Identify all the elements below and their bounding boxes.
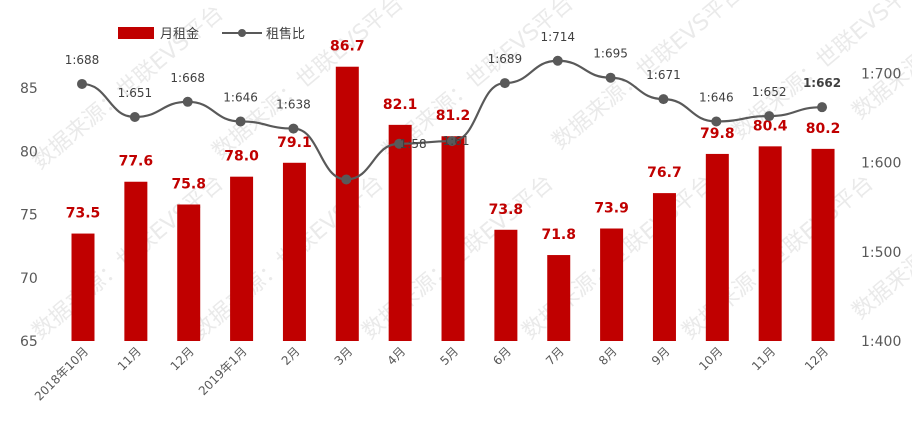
bar-value-label: 79.8 bbox=[700, 126, 735, 142]
category-label: 7月 bbox=[543, 344, 567, 368]
bar bbox=[335, 66, 359, 341]
bar bbox=[124, 181, 148, 341]
bar bbox=[652, 193, 676, 341]
line-value-label: 1:61 bbox=[443, 134, 470, 148]
legend-bar-label: 月租金 bbox=[160, 26, 199, 42]
line-value-label: 1:688 bbox=[65, 53, 100, 67]
category-label: 9月 bbox=[649, 344, 673, 368]
line-value-labels: 1:688 1:651 1:668 1:646 1:638 1:58 1:61 1:689 1:… bbox=[65, 30, 841, 151]
line-value-label: 1:651 bbox=[118, 86, 153, 100]
bar bbox=[811, 148, 835, 341]
line-value-label: 1:58 bbox=[400, 137, 427, 151]
bar bbox=[758, 146, 782, 341]
line-point bbox=[499, 78, 510, 89]
category-label: 8月 bbox=[596, 344, 620, 368]
line-value-label: 1:689 bbox=[488, 52, 523, 66]
bar-value-label: 76.7 bbox=[647, 165, 682, 181]
bar bbox=[600, 228, 624, 341]
bar-value-label: 80.4 bbox=[753, 118, 788, 134]
bar-value-label: 75.8 bbox=[171, 176, 206, 192]
bar bbox=[282, 162, 306, 341]
line-point bbox=[288, 123, 299, 134]
line-point bbox=[394, 138, 405, 149]
right-axis-tick: 1:700 bbox=[861, 66, 901, 82]
bar bbox=[71, 233, 95, 341]
legend-line-label: 租售比 bbox=[266, 26, 305, 42]
line-series bbox=[77, 55, 828, 185]
line-value-label: 1:668 bbox=[170, 71, 205, 85]
category-label: 10月 bbox=[696, 344, 725, 373]
category-label: 6月 bbox=[490, 344, 514, 368]
bar-value-label: 71.8 bbox=[541, 227, 576, 243]
line-value-label: 1:652 bbox=[752, 85, 787, 99]
line-value-label: 1:646 bbox=[699, 90, 734, 104]
category-label: 5月 bbox=[437, 344, 461, 368]
line-point bbox=[764, 111, 775, 122]
left-axis-tick: 80 bbox=[20, 144, 38, 160]
bar-value-labels: 73.5 77.6 75.8 78.0 79.1 86.7 82.1 81.2 73.8 71.8… bbox=[66, 39, 841, 243]
line-value-label: 1:662 bbox=[803, 76, 841, 90]
category-label: 2月 bbox=[279, 344, 303, 368]
category-label: 11月 bbox=[115, 344, 144, 373]
line-point bbox=[711, 116, 722, 127]
bar-value-label: 77.6 bbox=[119, 154, 154, 170]
line-point bbox=[129, 111, 140, 122]
left-axis-tick: 85 bbox=[20, 81, 38, 97]
line-point bbox=[447, 136, 458, 147]
bar bbox=[547, 255, 571, 341]
left-axis-tick: 70 bbox=[20, 271, 38, 287]
line-point bbox=[77, 78, 87, 89]
left-axis-tick: 75 bbox=[20, 208, 38, 224]
right-axis-tick: 1:500 bbox=[861, 245, 901, 261]
bar-value-label: 82.1 bbox=[383, 97, 418, 113]
line-value-label: 1:638 bbox=[276, 98, 311, 112]
legend-bar-swatch bbox=[118, 27, 154, 39]
line-value-label: 1:695 bbox=[593, 47, 628, 61]
right-axis-tick: 1:600 bbox=[861, 156, 901, 172]
legend: 月租金 租售比 bbox=[118, 26, 305, 42]
line-point bbox=[182, 96, 193, 107]
line-point bbox=[658, 94, 669, 105]
category-label: 2018年10月 bbox=[32, 344, 91, 403]
line-point bbox=[552, 55, 563, 66]
left-axis-tick: 65 bbox=[20, 334, 38, 350]
bar bbox=[388, 124, 412, 341]
bar-value-label: 81.2 bbox=[436, 108, 471, 124]
line-value-label: 1:714 bbox=[540, 30, 575, 44]
category-label: 3月 bbox=[332, 344, 356, 368]
category-label: 12月 bbox=[802, 344, 831, 373]
line-point bbox=[235, 116, 246, 127]
bar-value-label: 79.1 bbox=[277, 135, 312, 151]
legend-line-marker bbox=[238, 29, 246, 37]
category-label: 12月 bbox=[168, 344, 197, 373]
bar-value-label: 78.0 bbox=[224, 149, 259, 165]
bar-value-label: 80.2 bbox=[806, 121, 841, 137]
right-axis-tick: 1:400 bbox=[861, 334, 901, 350]
line-point bbox=[341, 174, 352, 185]
line-point bbox=[605, 72, 616, 83]
line-value-label: 1:671 bbox=[646, 68, 681, 82]
right-axis: 1:400 1:500 1:600 1:700 bbox=[861, 66, 901, 350]
line-value-label: 1:646 bbox=[223, 90, 258, 104]
category-label: 4月 bbox=[384, 344, 408, 368]
bar bbox=[494, 229, 518, 341]
bar-value-label: 73.8 bbox=[489, 202, 524, 218]
bar-series bbox=[71, 66, 835, 341]
bar bbox=[441, 136, 465, 341]
line-point bbox=[817, 102, 828, 113]
bar-value-label: 73.9 bbox=[594, 201, 629, 217]
category-label: 11月 bbox=[749, 344, 778, 373]
left-axis: 65 70 75 80 85 bbox=[20, 81, 38, 350]
bar-value-label: 73.5 bbox=[66, 206, 101, 222]
bar bbox=[177, 204, 201, 341]
bar bbox=[230, 176, 254, 341]
category-label: 2019年1月 bbox=[196, 344, 250, 398]
bar bbox=[705, 153, 729, 341]
bar-value-label: 86.7 bbox=[330, 39, 365, 55]
